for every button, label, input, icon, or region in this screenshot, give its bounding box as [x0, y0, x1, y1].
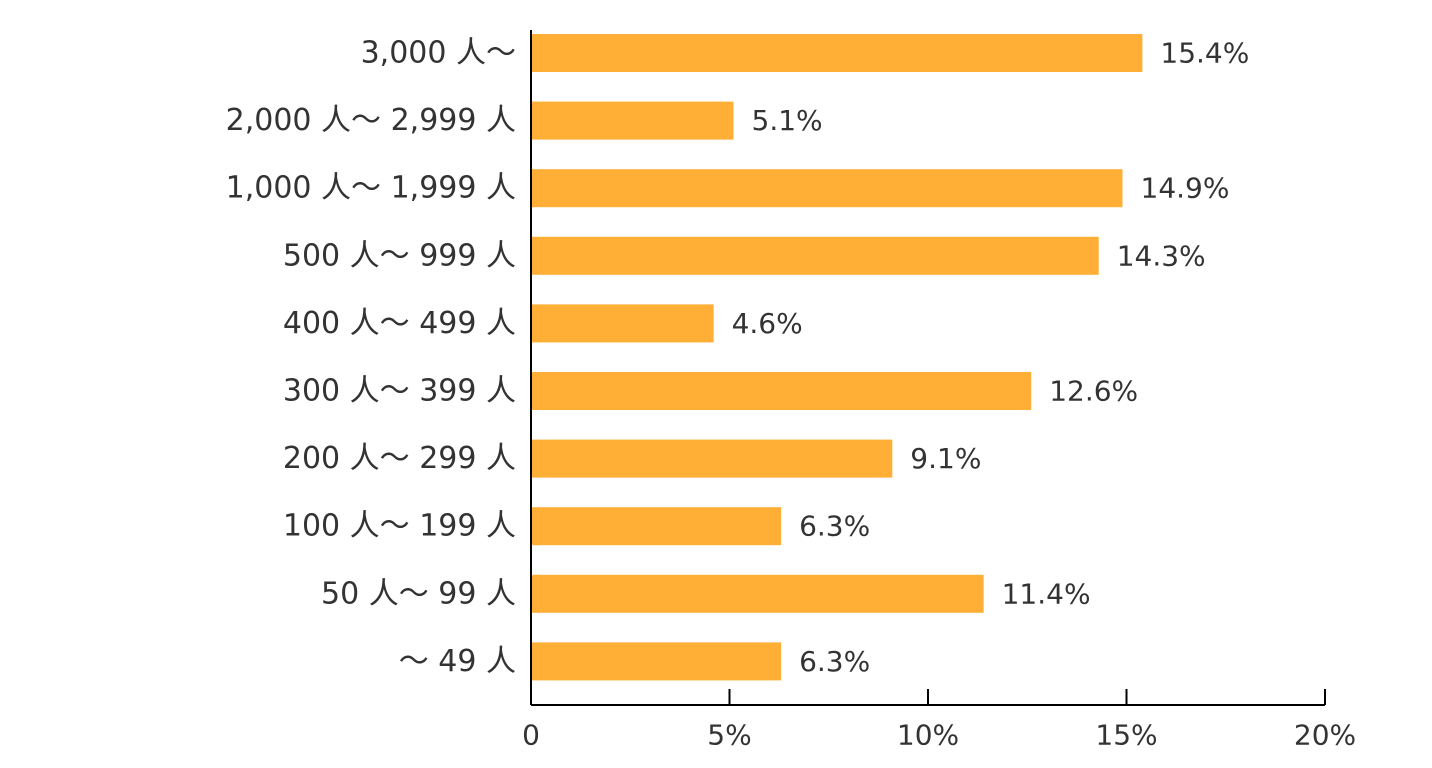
bar	[531, 507, 782, 546]
data-label: 14.3%	[1117, 239, 1206, 272]
data-label: 6.3%	[799, 645, 870, 678]
bar	[531, 304, 714, 343]
category-label: 400 人～ 499 人	[283, 306, 516, 341]
data-label: 12.6%	[1049, 375, 1138, 408]
category-label: 100 人～ 199 人	[283, 509, 516, 544]
data-label: 14.9%	[1141, 172, 1230, 205]
data-label: 6.3%	[799, 510, 870, 543]
tick-labels-group: 0 5% 10% 15% 20%	[522, 719, 1356, 752]
category-label: 500 人～ 999 人	[283, 238, 516, 273]
bar	[531, 642, 782, 681]
bar	[531, 101, 734, 140]
data-labels-group: 15.4% 5.1% 14.9% 14.3% 4.6% 12.6% 9.1% 6.3% 11.4…	[732, 37, 1250, 678]
data-label: 5.1%	[752, 104, 823, 137]
bar	[531, 439, 893, 478]
x-tick-label: 5%	[707, 719, 751, 752]
bar	[531, 574, 984, 613]
data-label: 11.4%	[1002, 577, 1091, 610]
x-tick-label: 20%	[1294, 719, 1356, 752]
category-label: 50 人～ 99 人	[321, 576, 516, 611]
category-label: 300 人～ 399 人	[283, 374, 516, 409]
axes-group	[530, 30, 1326, 706]
data-label: 9.1%	[910, 442, 981, 475]
category-label: ～ 49 人	[399, 644, 516, 679]
data-label: 15.4%	[1160, 37, 1249, 70]
x-tick-label: 15%	[1095, 719, 1157, 752]
x-tick-label: 0	[522, 719, 540, 752]
bar	[531, 236, 1099, 275]
category-label: 200 人～ 299 人	[283, 441, 516, 476]
category-label: 2,000 人～ 2,999 人	[226, 103, 516, 138]
bar	[531, 372, 1032, 410]
data-label: 4.6%	[732, 307, 803, 340]
bars-group	[531, 34, 1143, 681]
category-label: 3,000 人～	[361, 36, 516, 71]
x-tick-label: 10%	[897, 719, 959, 752]
bar	[531, 34, 1143, 72]
bar	[531, 169, 1123, 208]
category-labels-group: 3,000 人～ 2,000 人～ 2,999 人 1,000 人～ 1,999 人…	[226, 36, 516, 679]
category-label: 1,000 人～ 1,999 人	[226, 171, 516, 206]
